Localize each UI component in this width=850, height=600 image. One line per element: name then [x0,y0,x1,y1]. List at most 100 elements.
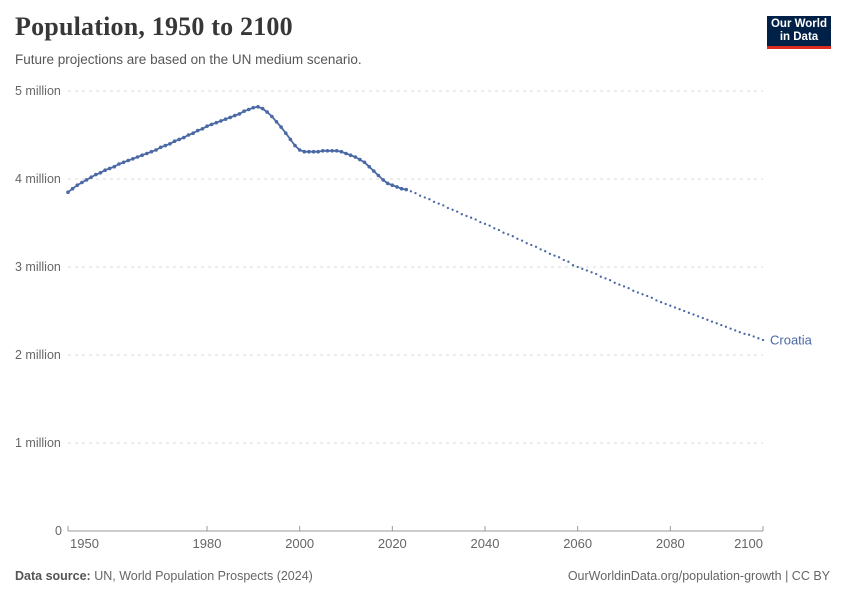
x-tick-label: 2000 [285,536,314,551]
projection-point [567,260,570,263]
projection-point [423,196,426,199]
history-point [163,143,168,148]
projection-point [710,320,714,323]
x-tick-label: 2100 [734,536,763,551]
projection-point [715,322,718,325]
history-point [404,187,409,192]
history-point [274,120,279,124]
history-point [358,157,362,162]
y-tick-label: 5 million [15,84,61,98]
projection-point [544,250,547,253]
projection-point [650,296,653,299]
projection-point [446,206,450,210]
projection-point [562,258,565,262]
y-tick-label: 2 million [15,348,61,362]
history-point [321,149,325,153]
projection-point [761,338,765,342]
projection-point [516,237,519,240]
history-point [242,109,246,113]
history-point [376,173,381,178]
projection-point [511,235,514,238]
projection-point [720,323,723,327]
history-point [80,180,84,185]
projection-point [418,194,422,197]
history-point [219,119,223,123]
projection-point [539,248,542,251]
history-point [117,162,121,166]
projection-point [479,220,482,224]
history-point [84,178,89,182]
history-point [256,105,260,109]
history-point [325,149,330,153]
projection-point [553,254,556,257]
history-point [353,155,358,159]
projection-point [747,333,751,336]
history-point [367,164,372,169]
history-point [237,112,242,116]
history-point [385,181,390,186]
projection-point [483,222,487,226]
projection-point [729,327,732,330]
chart-title: Population, 1950 to 2100 [15,12,293,41]
history-point [135,155,140,159]
projection-point [599,275,602,278]
history-point [260,106,265,111]
history-point [107,166,112,171]
projection-point [488,224,491,227]
history-point [265,110,270,114]
history-point [182,135,186,140]
history-point [131,157,135,161]
projection-point [724,325,728,328]
chart-footer: Data source: UN, World Population Prospe… [15,569,830,583]
history-point [186,133,191,137]
projection-point [687,311,691,314]
projection-point [659,301,663,304]
y-tick-label: 3 million [15,260,61,274]
history-point [288,137,293,142]
history-point [279,125,283,129]
projection-point [696,315,700,318]
projection-point [622,285,626,288]
projection-point [655,299,658,302]
projection-point [456,210,459,213]
projection-point [581,267,584,270]
y-tick-label-0: 0 [55,524,62,538]
history-point [89,175,93,179]
history-point [121,160,126,165]
history-point [168,142,172,146]
history-point [233,113,237,118]
history-point [251,105,256,110]
projection-point [706,318,709,321]
data-source: Data source: UN, World Population Prospe… [15,569,313,583]
projection-point [701,316,704,320]
projection-point [432,200,436,204]
projection-point [618,283,621,286]
history-point [149,149,154,154]
history-point [140,153,144,157]
history-point [223,117,228,121]
projection-point [738,330,741,334]
projection-point [534,245,538,248]
data-source-label: Data source: [15,569,91,583]
history-point [75,183,80,187]
projection-point [502,231,505,234]
history-point [214,120,219,125]
owid-logo[interactable]: Our World in Data [767,16,831,49]
projection-point [530,243,533,247]
owid-logo-line1: Our World [770,18,827,30]
projection-point [548,252,552,255]
entity-label: Croatia [770,333,813,348]
history-point [70,186,75,191]
projection-point [734,329,737,332]
projection-point [442,204,445,207]
history-point [311,149,316,154]
projection-point [641,293,644,296]
projection-point [465,214,468,218]
history-point [112,164,117,169]
history-point [339,149,344,154]
projection-point [636,291,640,294]
projection-point [520,239,524,242]
projection-point [460,213,463,216]
projection-point [557,256,561,259]
